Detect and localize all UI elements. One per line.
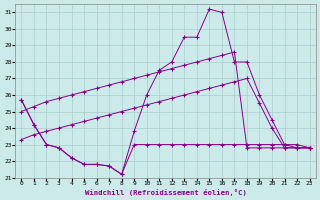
X-axis label: Windchill (Refroidissement éolien,°C): Windchill (Refroidissement éolien,°C) bbox=[84, 189, 246, 196]
